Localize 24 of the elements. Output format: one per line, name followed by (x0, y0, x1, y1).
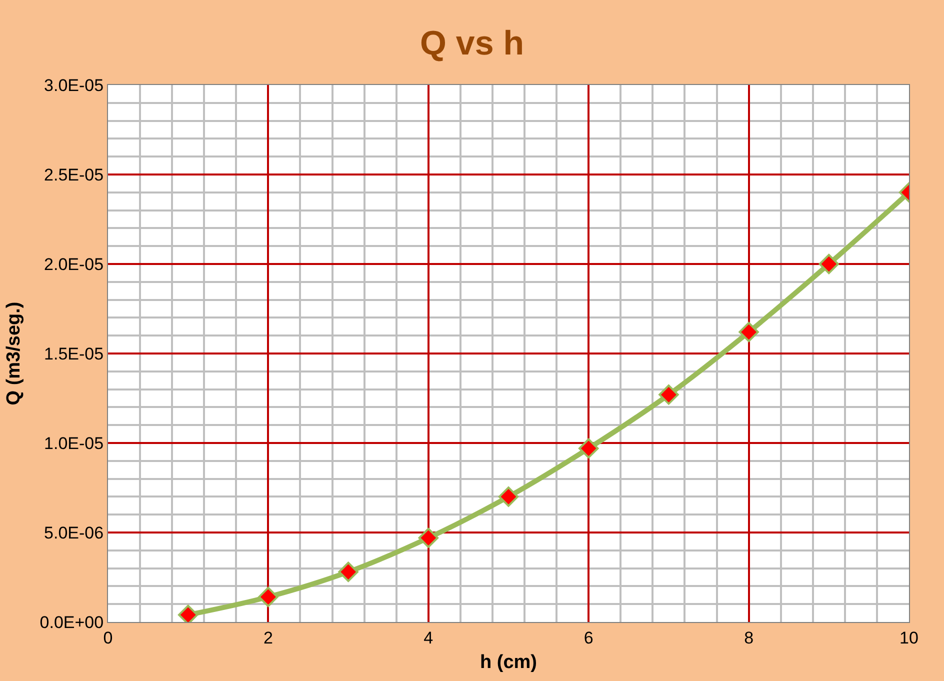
x-tick-label: 2 (263, 628, 273, 648)
x-axis-title: h (cm) (480, 652, 537, 674)
y-tick-label: 2.5E-05 (44, 165, 104, 184)
point (658, 384, 679, 405)
chart-title: Q vs h (420, 24, 524, 62)
y-tick-label: 3.0E-05 (44, 76, 104, 95)
x-tick-label: 6 (584, 628, 594, 648)
point (338, 562, 358, 582)
point (498, 486, 519, 507)
y-tick-label: 1.0E-05 (44, 434, 104, 453)
y-axis-title: Q (m3/seg.) (4, 302, 25, 406)
y-tick-label: 5.0E-06 (44, 523, 104, 542)
point (418, 528, 438, 548)
x-tick-label: 0 (103, 628, 113, 648)
y-tick-label: 1.5E-05 (44, 344, 104, 364)
point (818, 254, 839, 274)
y-tick-label: 0.0E+00 (40, 612, 104, 632)
x-tick-label: 4 (424, 628, 434, 648)
point (258, 586, 278, 608)
y-tick-label: 2.0E-05 (44, 254, 104, 274)
x-tick-label: 8 (744, 628, 754, 648)
point (578, 438, 599, 458)
point (738, 322, 759, 342)
x-tick-label: 10 (900, 628, 918, 648)
